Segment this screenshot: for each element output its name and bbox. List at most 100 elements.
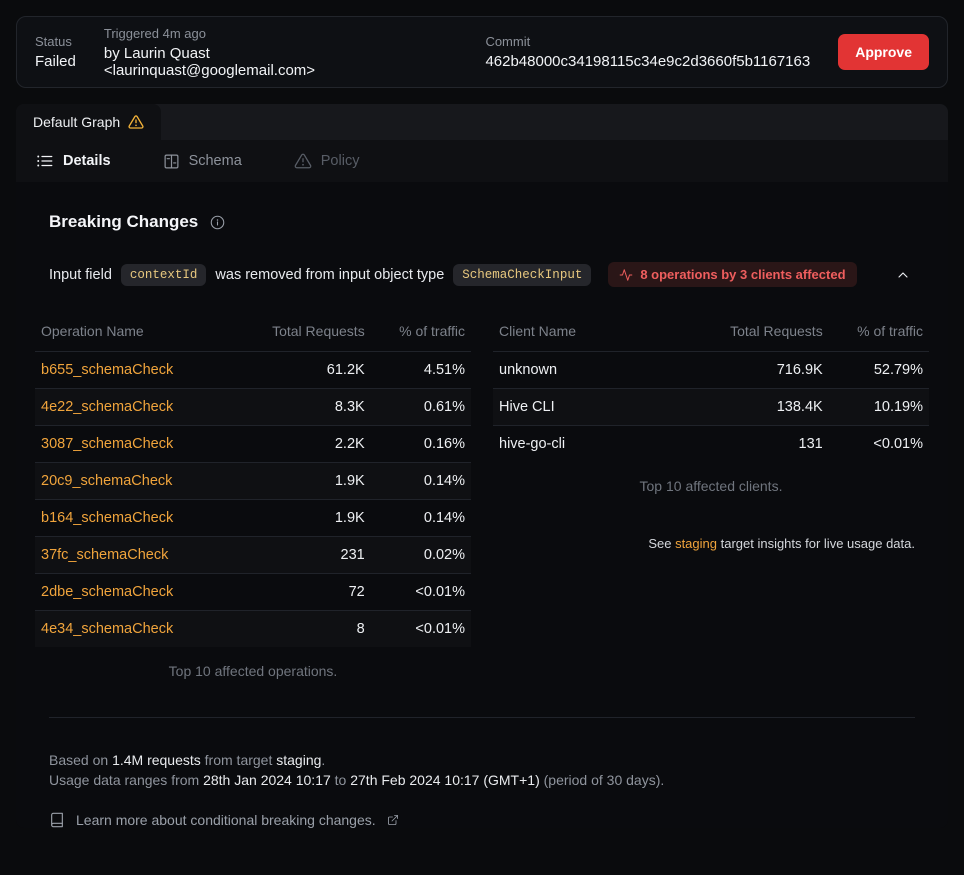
triggered-author: by Laurin Quast <laurinquast@googlemail.…: [103, 44, 316, 79]
operation-link[interactable]: b655_schemaCheck: [41, 362, 174, 378]
total-requests-cell: 716.9K: [693, 351, 829, 389]
operation-link[interactable]: b164_schemaCheck: [41, 510, 174, 526]
operation-name-cell: 2dbe_schemaCheck: [35, 573, 236, 611]
check-panel: Details Schema Policy Breaking Changes I…: [16, 140, 948, 828]
column-header: Total Requests: [235, 313, 371, 352]
staging-target-link[interactable]: staging: [675, 536, 717, 551]
graph-tab-label: Default Graph: [33, 114, 121, 130]
total-requests-cell: 131: [798, 436, 823, 452]
traffic-percent-cell: 4.51%: [370, 351, 471, 389]
footer-text: Usage data ranges from: [49, 772, 204, 788]
total-requests-cell: 231: [235, 536, 371, 574]
footer-range-end: 27th Feb 2024 10:17 (GMT+1): [350, 772, 540, 788]
column-header: Client Name: [493, 313, 694, 352]
tab-schema-label: Schema: [188, 153, 242, 169]
total-requests-cell: 2.2K: [235, 425, 371, 463]
tab-schema[interactable]: Schema: [163, 153, 242, 170]
traffic-percent-cell: 0.02%: [370, 536, 471, 574]
total-requests-cell: 1.9K: [235, 462, 371, 500]
table-row: 2dbe_schemaCheck 72 <0.01%: [35, 573, 471, 611]
total-requests-cell: 61.2K: [235, 351, 371, 389]
commit-label: Commit: [485, 34, 531, 49]
activity-pulse-icon: [619, 268, 633, 281]
field-code-badge: contextId: [120, 263, 207, 286]
column-header: % of traffic: [828, 313, 929, 352]
affected-operations-badge: 8 operations by 3 clients affected: [608, 262, 857, 287]
chevron-up-icon: [898, 271, 908, 278]
clients-caption: Top 10 affected clients.: [639, 478, 783, 494]
operation-name-cell: 37fc_schemaCheck: [35, 536, 236, 574]
footer-text: .: [321, 752, 326, 768]
tab-policy-label: Policy: [320, 153, 360, 169]
details-content: Breaking Changes Input field contextId w…: [16, 182, 948, 828]
usage-tables: Operation Name Total Requests% of traffic…: [35, 313, 929, 679]
operation-link[interactable]: 3087_schemaCheck: [41, 436, 174, 452]
footer-text: to: [330, 772, 351, 788]
total-requests-cell: 8: [236, 611, 371, 648]
operation-name-cell: b164_schemaCheck: [35, 499, 236, 537]
operations-caption: Top 10 affected operations.: [168, 663, 338, 679]
alert-triangle-icon: [294, 153, 312, 169]
triggered-group: Triggered 4m ago by Laurin Quast <laurin…: [104, 26, 386, 79]
operation-link[interactable]: 4e34_schemaCheck: [41, 621, 174, 637]
type-code-badge: SchemaCheckInput: [453, 263, 592, 286]
breaking-change-description: Input field contextId was removed from i…: [49, 262, 857, 287]
table-row: unknown 716.9K 52.79%: [493, 351, 929, 389]
operations-table-section: Operation Name Total Requests% of traffic…: [35, 313, 471, 679]
footer-target-name: staging: [276, 752, 322, 768]
affected-badge-label: 8 operations by 3 clients affected: [640, 267, 846, 282]
footer-line-requests: Based on 1.4M requests from target stagi…: [49, 750, 915, 770]
column-header: Total Requests: [693, 313, 829, 352]
tab-details[interactable]: Details: [36, 152, 111, 170]
footer-text: (period of 30 days).: [539, 772, 665, 788]
breaking-changes-title: Breaking Changes: [49, 212, 199, 231]
operation-name-cell: 20c9_schemaCheck: [35, 462, 236, 500]
operation-link[interactable]: 2dbe_schemaCheck: [41, 584, 174, 600]
table-row: 3087_schemaCheck 2.2K 0.16%: [35, 425, 471, 463]
insights-prefix: See: [648, 536, 676, 551]
tab-default-graph[interactable]: Default Graph: [16, 104, 162, 140]
footer-range-start: 28th Jan 2024 10:17: [203, 772, 331, 788]
change-prefix: Input field: [49, 266, 112, 283]
traffic-percent-cell: 10.19%: [828, 388, 929, 426]
breaking-change-row[interactable]: Input field contextId was removed from i…: [49, 262, 915, 287]
clients-table-section: Client Name Total Requests% of traffic unk…: [493, 313, 929, 679]
footer-text: from target: [200, 752, 277, 768]
footer-line-range: Usage data ranges from 28th Jan 2024 10:…: [49, 770, 915, 790]
table-row: 20c9_schemaCheck 1.9K 0.14%: [35, 462, 471, 500]
operations-table: Operation Name Total Requests% of traffic…: [35, 313, 471, 647]
footer-requests-value: 1.4M requests: [112, 752, 201, 768]
operation-name-cell: 3087_schemaCheck: [35, 425, 236, 463]
schema-icon: [164, 154, 179, 168]
status-label: Status: [35, 34, 72, 49]
collapse-change-button[interactable]: [891, 263, 915, 287]
graph-tabstrip: Default Graph: [16, 104, 948, 140]
learn-more-label: Learn more about conditional breaking ch…: [76, 812, 376, 828]
table-row: Hive CLI 138.4K 10.19%: [493, 388, 929, 426]
traffic-percent-cell: 52.79%: [828, 351, 929, 389]
operation-link[interactable]: 4e22_schemaCheck: [41, 399, 174, 415]
book-icon: [51, 812, 63, 828]
check-header-card: Status Failed Triggered 4m ago by Laurin…: [16, 16, 948, 88]
operation-name-cell: 4e22_schemaCheck: [35, 388, 236, 426]
operation-name-cell: b655_schemaCheck: [35, 351, 236, 389]
insights-suffix: target insights for live usage data.: [716, 536, 915, 551]
status-group: Status Failed: [35, 34, 76, 70]
footer-divider: [49, 717, 915, 718]
table-row: 37fc_schemaCheck 231 0.02%: [35, 536, 471, 574]
operation-link[interactable]: 20c9_schemaCheck: [41, 473, 173, 489]
operation-link[interactable]: 37fc_schemaCheck: [41, 547, 169, 563]
info-icon[interactable]: [210, 215, 225, 230]
total-requests-cell: 72: [235, 573, 371, 611]
traffic-percent-cell: 0.14%: [370, 462, 471, 500]
external-link-icon: [387, 815, 398, 825]
learn-more-link[interactable]: Learn more about conditional breaking ch…: [49, 812, 915, 828]
tab-policy[interactable]: Policy: [294, 152, 360, 170]
table-row: b164_schemaCheck 1.9K 0.14%: [35, 499, 471, 537]
status-value: Failed: [35, 53, 76, 70]
commit-group: Commit 462b48000c34198115c34e9c2d3660f5b…: [485, 34, 810, 70]
traffic-percent-cell: 0.16%: [370, 425, 471, 463]
traffic-percent-cell: <0.01%: [873, 436, 923, 452]
approve-button[interactable]: Approve: [838, 34, 929, 70]
table-row: b655_schemaCheck 61.2K 4.51%: [35, 351, 471, 389]
